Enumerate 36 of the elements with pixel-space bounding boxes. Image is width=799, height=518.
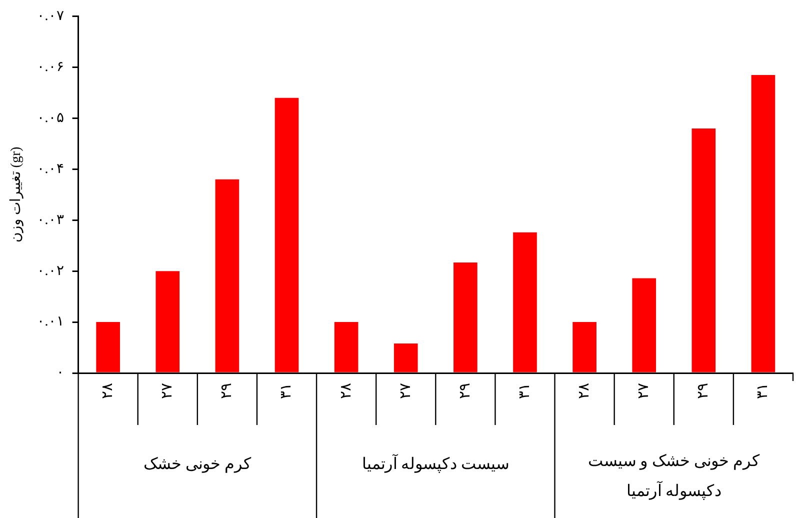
bar: [274, 98, 299, 372]
bar: [751, 74, 776, 372]
x-tick-label: ۲۷: [398, 383, 414, 399]
text: سیست دکپسوله آرتمیا: [362, 453, 510, 474]
y-tick-label: ۰.۰۷: [36, 9, 64, 24]
bar: [454, 262, 478, 372]
y-tick-label: ۰.۰۳: [36, 212, 64, 228]
y-tick-label: ۰: [56, 366, 64, 381]
x-tick-label: ۲۹: [696, 383, 712, 399]
y-axis-title: تغییرات وزن (gr): [9, 146, 24, 243]
bar: [632, 278, 656, 372]
bar: [513, 232, 537, 372]
x-tick-label: ۲۸: [576, 383, 592, 399]
bar: [394, 343, 418, 372]
bar: [215, 179, 240, 372]
x-tick-label: ۲۹: [457, 383, 474, 399]
y-tick-label: ۰.۰۵: [36, 110, 64, 126]
y-tick-label: ۰.۰۶: [36, 60, 64, 76]
x-tick-label: ۲۹: [219, 383, 236, 399]
text: کرم خونی خشک: [143, 456, 252, 474]
y-tick-label: ۰.۰۴: [36, 162, 64, 177]
x-tick-label: ۲۷: [636, 383, 652, 399]
x-tick-label: ۳۱: [278, 383, 295, 399]
x-tick-label: ۲۸: [338, 383, 354, 399]
text: کرم خونی خشک و سیست دکپسوله آرتمیا: [588, 453, 760, 500]
bar: [334, 322, 358, 372]
bar: [692, 128, 716, 372]
x-tick-label: ۳۱: [516, 383, 533, 399]
bar: [156, 271, 180, 372]
y-tick-label: ۰.۰۱: [36, 314, 64, 330]
x-tick-label: ۲۷: [160, 383, 176, 399]
bar: [96, 322, 120, 372]
y-tick-label: ۰.۰۲: [36, 264, 64, 279]
x-tick-label: ۳۱: [755, 383, 772, 399]
x-tick-label: ۲۸: [100, 383, 116, 399]
bar: [572, 322, 596, 372]
